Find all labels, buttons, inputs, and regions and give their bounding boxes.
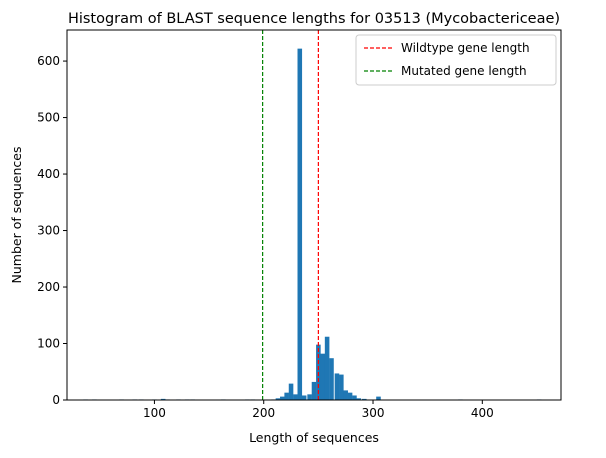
histogram-bar — [329, 358, 334, 400]
y-tick-label: 200 — [37, 280, 60, 294]
histogram-bar — [347, 392, 353, 400]
y-tick-label: 400 — [37, 167, 60, 181]
histogram-bar — [376, 396, 381, 400]
plot-frame — [66, 29, 562, 401]
x-axis-label: Length of sequences — [249, 430, 379, 445]
histogram-bar — [343, 390, 348, 400]
histogram-bar — [297, 48, 303, 400]
histogram-bar — [352, 395, 357, 400]
histogram-bar — [334, 373, 340, 400]
x-tick-label: 100 — [143, 406, 166, 420]
histogram-bar — [324, 336, 330, 400]
x-tick-label: 300 — [362, 406, 385, 420]
histogram-bar — [320, 353, 326, 400]
reference-lines-group — [262, 30, 319, 400]
y-axis-label: Number of sequences — [9, 147, 24, 284]
y-tick-label: 0 — [52, 393, 60, 407]
x-tick-label: 400 — [471, 406, 494, 420]
histogram-bar — [361, 398, 367, 400]
y-tick-label: 100 — [37, 337, 60, 351]
legend-label-wildtype: Wildtype gene length — [401, 41, 530, 55]
histogram-bar — [356, 398, 362, 400]
x-axis-ticks: 100 200 300 400 — [143, 400, 494, 420]
histogram-bar — [160, 398, 166, 400]
legend-box — [355, 34, 557, 86]
histogram-bar — [339, 374, 344, 400]
legend-label-mutated: Mutated gene length — [401, 64, 527, 78]
histogram-bar — [275, 398, 281, 400]
legend: Wildtype gene length Mutated gene length — [355, 34, 557, 86]
x-tick-label: 200 — [252, 406, 275, 420]
y-tick-label: 300 — [37, 224, 60, 238]
histogram-bar — [284, 392, 289, 400]
histogram-bar — [288, 383, 294, 400]
y-tick-label: 500 — [37, 111, 60, 125]
histogram-bar — [301, 395, 307, 400]
y-axis-ticks: 0 100 200 300 400 500 600 — [37, 54, 67, 407]
histogram-bar — [293, 394, 298, 400]
chart-title: Histogram of BLAST sequence lengths for … — [68, 11, 560, 27]
histogram-bar — [307, 394, 312, 400]
histogram-bar — [280, 396, 285, 400]
histogram-bar — [311, 381, 317, 400]
y-tick-label: 600 — [37, 54, 60, 68]
